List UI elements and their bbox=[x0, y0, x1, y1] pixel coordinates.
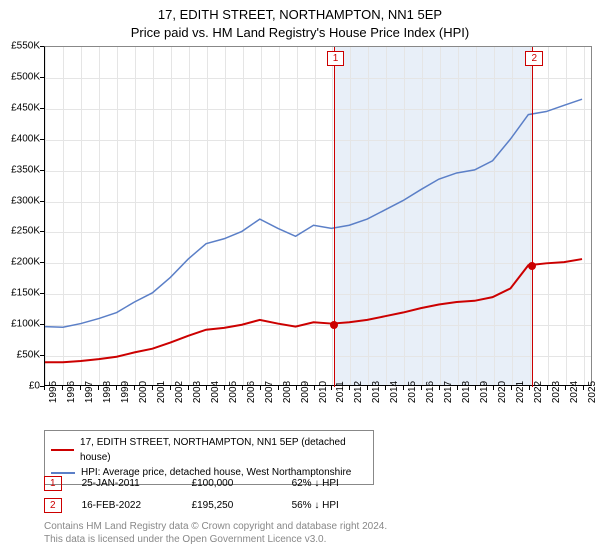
title-subtitle: Price paid vs. HM Land Registry's House … bbox=[0, 24, 600, 42]
x-axis-label: 2013 bbox=[371, 381, 382, 403]
flag-marker: 1 bbox=[327, 51, 345, 66]
x-axis-label: 2012 bbox=[353, 381, 364, 403]
flag-stick bbox=[532, 47, 533, 387]
sale-date: 16-FEB-2022 bbox=[82, 500, 172, 511]
x-axis-label: 2021 bbox=[515, 381, 526, 403]
x-axis-label: 2007 bbox=[264, 381, 275, 403]
legend-label: 17, EDITH STREET, NORTHAMPTON, NN1 5EP (… bbox=[80, 435, 367, 465]
sale-row: 1 25-JAN-2011 £100,000 62% ↓ HPI bbox=[44, 472, 392, 494]
chart-lines bbox=[45, 47, 591, 385]
sale-date: 25-JAN-2011 bbox=[82, 478, 172, 489]
chart-title: 17, EDITH STREET, NORTHAMPTON, NN1 5EP P… bbox=[0, 0, 600, 42]
x-axis-label: 2006 bbox=[246, 381, 257, 403]
x-axis-label: 2018 bbox=[461, 381, 472, 403]
y-axis-label: £50K bbox=[17, 350, 40, 361]
copyright-notice: Contains HM Land Registry data © Crown c… bbox=[44, 520, 387, 546]
x-axis-label: 2002 bbox=[174, 381, 185, 403]
x-axis-label: 2025 bbox=[587, 381, 598, 403]
sale-row: 2 16-FEB-2022 £195,250 56% ↓ HPI bbox=[44, 494, 392, 516]
x-axis-label: 2011 bbox=[335, 381, 346, 403]
copyright-line1: Contains HM Land Registry data © Crown c… bbox=[44, 520, 387, 533]
flag-marker: 2 bbox=[525, 51, 543, 66]
series-property bbox=[45, 259, 582, 362]
y-axis-label: £350K bbox=[11, 164, 40, 175]
flag-stick bbox=[334, 47, 335, 387]
y-axis-label: £0 bbox=[29, 381, 40, 392]
y-axis-label: £200K bbox=[11, 257, 40, 268]
chart-container: 17, EDITH STREET, NORTHAMPTON, NN1 5EP P… bbox=[0, 0, 600, 560]
sale-price: £195,250 bbox=[192, 500, 272, 511]
y-axis-label: £250K bbox=[11, 226, 40, 237]
sale-delta: 62% ↓ HPI bbox=[292, 478, 392, 489]
x-axis-label: 2008 bbox=[282, 381, 293, 403]
sales-table: 1 25-JAN-2011 £100,000 62% ↓ HPI 2 16-FEB-202… bbox=[44, 472, 392, 516]
sale-flag: 1 bbox=[44, 476, 62, 491]
sale-marker bbox=[528, 262, 536, 270]
x-axis-label: 2005 bbox=[228, 381, 239, 403]
x-axis-label: 2003 bbox=[192, 381, 203, 403]
y-axis-label: £150K bbox=[11, 288, 40, 299]
x-axis-label: 2017 bbox=[443, 381, 454, 403]
x-axis-label: 2000 bbox=[138, 381, 149, 403]
x-axis-label: 2022 bbox=[533, 381, 544, 403]
x-axis-label: 2010 bbox=[318, 381, 329, 403]
x-axis-label: 2019 bbox=[479, 381, 490, 403]
x-axis-label: 1999 bbox=[120, 381, 131, 403]
y-axis-label: £550K bbox=[11, 41, 40, 52]
sale-delta: 56% ↓ HPI bbox=[292, 500, 392, 511]
plot-area: 12 bbox=[44, 46, 592, 386]
x-axis-label: 2001 bbox=[156, 381, 167, 403]
y-axis-label: £400K bbox=[11, 133, 40, 144]
y-axis-label: £300K bbox=[11, 195, 40, 206]
sale-flag: 2 bbox=[44, 498, 62, 513]
y-axis: £0£50K£100K£150K£200K£250K£300K£350K£400… bbox=[0, 46, 44, 386]
sale-price: £100,000 bbox=[192, 478, 272, 489]
x-axis-label: 2016 bbox=[425, 381, 436, 403]
legend-item: 17, EDITH STREET, NORTHAMPTON, NN1 5EP (… bbox=[51, 435, 367, 465]
x-axis-label: 1997 bbox=[84, 381, 95, 403]
x-axis-label: 2004 bbox=[210, 381, 221, 403]
legend-swatch bbox=[51, 449, 74, 451]
x-axis-label: 2015 bbox=[407, 381, 418, 403]
y-axis-label: £100K bbox=[11, 319, 40, 330]
x-axis-label: 2020 bbox=[497, 381, 508, 403]
sale-marker bbox=[330, 321, 338, 329]
x-axis-label: 2023 bbox=[551, 381, 562, 403]
x-axis-label: 2009 bbox=[300, 381, 311, 403]
x-axis-label: 1996 bbox=[66, 381, 77, 403]
copyright-line2: This data is licensed under the Open Gov… bbox=[44, 533, 387, 546]
x-axis-label: 1998 bbox=[102, 381, 113, 403]
title-address: 17, EDITH STREET, NORTHAMPTON, NN1 5EP bbox=[0, 6, 600, 24]
x-axis-label: 1995 bbox=[48, 381, 59, 403]
x-axis-label: 2014 bbox=[389, 381, 400, 403]
y-axis-label: £500K bbox=[11, 71, 40, 82]
x-axis-label: 2024 bbox=[569, 381, 580, 403]
y-axis-label: £450K bbox=[11, 102, 40, 113]
